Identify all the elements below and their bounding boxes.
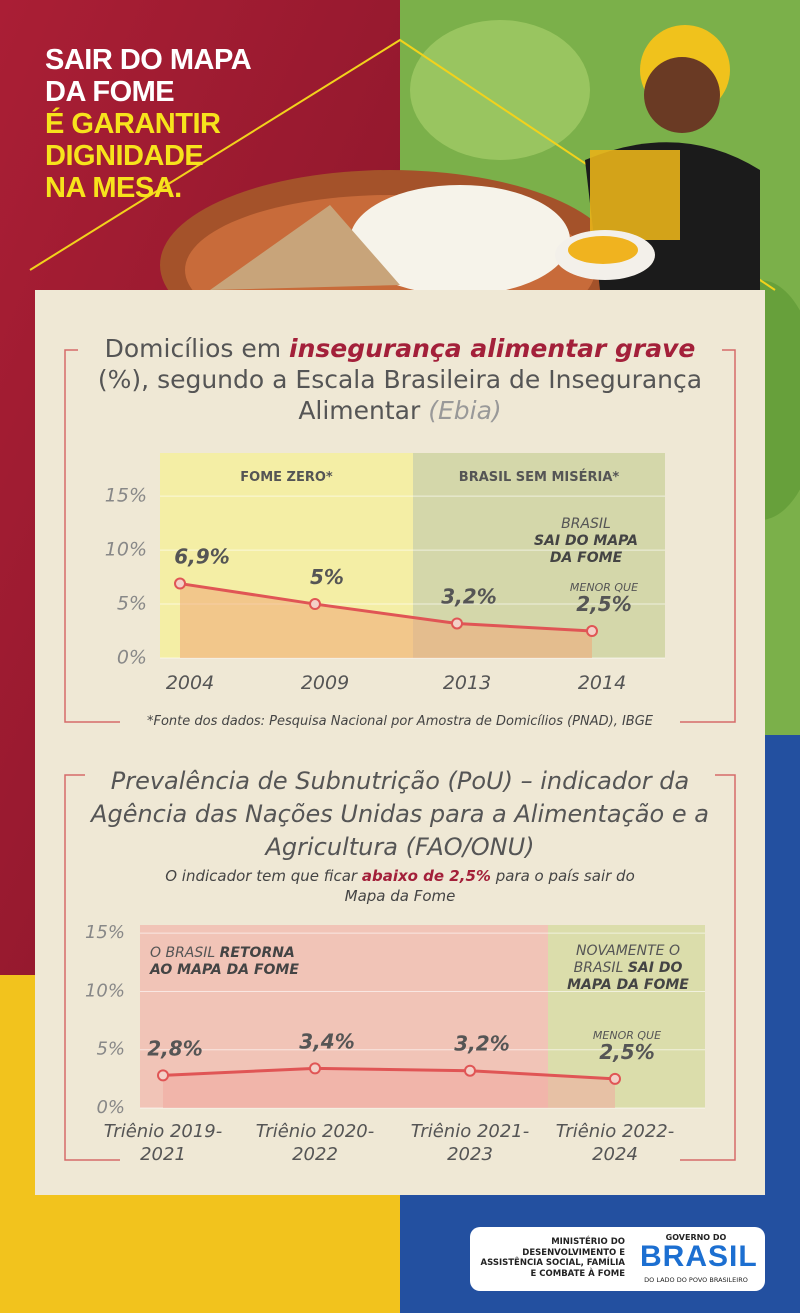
point bbox=[586, 625, 598, 638]
region-label-line: NOVAMENTE O BRASIL bbox=[573, 943, 680, 976]
value-label: 3,2% bbox=[454, 1032, 509, 1056]
annotation-emphasis: SAI DO MAPA DA FOME bbox=[534, 533, 638, 566]
x-tick-label: 2014 bbox=[577, 672, 627, 694]
region-label-line: O BRASIL bbox=[150, 945, 216, 961]
area bbox=[180, 583, 592, 658]
y-tick-label: 0% bbox=[96, 1097, 125, 1118]
headline: SAIR DO MAPA DA FOME É GARANTIR DIGNIDAD… bbox=[45, 44, 252, 204]
annotation-note: MENOR QUE bbox=[570, 581, 638, 594]
source-note: *Fonte dos dados: Pesquisa Nacional por … bbox=[146, 714, 654, 729]
x-tick-label: 2004 bbox=[165, 672, 215, 694]
y-tick-label: 10% bbox=[105, 539, 147, 561]
x-tick-label: Triênio 2020-2022 bbox=[255, 1121, 375, 1165]
chart-title: Prevalência de Subnutrição (PoU) – indic… bbox=[91, 767, 709, 861]
line bbox=[162, 1066, 616, 1081]
region-label: NOVAMENTE O BRASIL SAI DO MAPA DA FOME bbox=[558, 943, 698, 994]
ministry-name: MINISTÉRIO DO DESENVOLVIMENTO E ASSISTÊN… bbox=[480, 1237, 626, 1279]
plot: 0% 5% 10% 15% 6,9% 5% 3,2% 2,5%MENOR QUE FOME ZE… bbox=[105, 453, 665, 669]
x-tick-label: Triênio 2021-2023 bbox=[410, 1121, 530, 1165]
value-label: 6,9% bbox=[174, 545, 229, 569]
y-tick-label: 0% bbox=[117, 647, 147, 669]
annotation-line: BRASIL bbox=[561, 516, 611, 532]
chart: 0% 5% 10% 15% 2,8% 3,4% 3,2% 2,5% MENOR QUE Triên… bbox=[35, 915, 765, 1175]
headline-highlight: NA MESA. bbox=[45, 172, 182, 204]
x-tick-label: Triênio 2019-2021 bbox=[103, 1121, 223, 1165]
point bbox=[451, 617, 463, 630]
gov-slogan: DO LADO DO POVO BRASILEIRO bbox=[644, 1276, 748, 1284]
title-part: (%), bbox=[97, 365, 150, 394]
value-label: 5% bbox=[310, 565, 344, 589]
x-tick-label: 2013 bbox=[442, 672, 492, 694]
region-label: O BRASIL RETORNA AO MAPA DA FOME bbox=[150, 945, 300, 979]
annotation-note: MENOR QUE bbox=[593, 1029, 661, 1042]
plot: 0% 5% 10% 15% 2,8% 3,4% 3,2% 2,5%MENOR QUE bbox=[85, 922, 705, 1118]
y-tick-label: 5% bbox=[117, 593, 147, 615]
value-label: 2,5% bbox=[576, 592, 631, 616]
value-label: 3,2% bbox=[441, 584, 496, 608]
title-part: (Ebia) bbox=[428, 396, 502, 425]
value-label: 3,4% bbox=[299, 1029, 354, 1053]
headline-line: SAIR DO MAPA bbox=[45, 44, 252, 76]
y-tick-label: 10% bbox=[85, 980, 125, 1001]
point bbox=[174, 577, 186, 590]
region-label: BRASIL SEM MISÉRIA* bbox=[459, 469, 620, 485]
value-label: 2,5% bbox=[599, 1040, 654, 1064]
title-emphasis: insegurança alimentar grave bbox=[289, 334, 696, 363]
chart-subtitle: O indicador tem que ficar abaixo de 2,5%… bbox=[160, 866, 640, 906]
region-label-emphasis: SAI DO MAPA DA FOME bbox=[567, 960, 689, 993]
y-tick-label: 5% bbox=[96, 1039, 125, 1060]
x-tick-label: Triênio 2022-2024 bbox=[555, 1121, 675, 1165]
subtitle-emphasis: abaixo de 2,5% bbox=[361, 867, 491, 885]
chart: 0% 5% 10% 15% 6,9% 5% 3,2% 2,5% MENOR QUE FOME ZE… bbox=[35, 440, 765, 705]
region-label: FOME ZERO* bbox=[240, 470, 333, 485]
title-part: Domicílios em bbox=[104, 334, 282, 363]
point bbox=[464, 1064, 476, 1077]
headline-line: DA FOME bbox=[45, 76, 175, 108]
point bbox=[309, 1062, 321, 1075]
line bbox=[179, 582, 593, 633]
y-tick-label: 15% bbox=[85, 922, 125, 943]
area bbox=[163, 1068, 615, 1108]
y-tick-label: 15% bbox=[105, 485, 147, 507]
footer-logos bbox=[470, 1227, 765, 1291]
value-label: 2,8% bbox=[147, 1036, 202, 1060]
subtitle-part: O indicador tem que ficar bbox=[165, 867, 358, 885]
subtitle-part: para o país sair do Mapa da Fome bbox=[344, 867, 635, 905]
headline-highlight: É GARANTIR bbox=[45, 108, 221, 140]
gov-top: GOVERNO DO bbox=[665, 1233, 727, 1242]
annotation: BRASIL SAI DO MAPA DA FOME bbox=[521, 516, 651, 567]
title-part: segundo a Escala Brasileira de Inseguran… bbox=[157, 365, 703, 425]
point bbox=[157, 1069, 169, 1082]
chart-title: Domicílios em insegurança alimentar grav… bbox=[95, 333, 705, 426]
x-tick-label: 2009 bbox=[300, 672, 350, 694]
point bbox=[609, 1072, 621, 1085]
headline-highlight: DIGNIDADE bbox=[45, 140, 204, 172]
point bbox=[309, 598, 321, 611]
gov-name: BRASIL bbox=[640, 1240, 758, 1273]
region-label-emphasis: RETORNA AO MAPA DA FOME bbox=[150, 945, 299, 978]
